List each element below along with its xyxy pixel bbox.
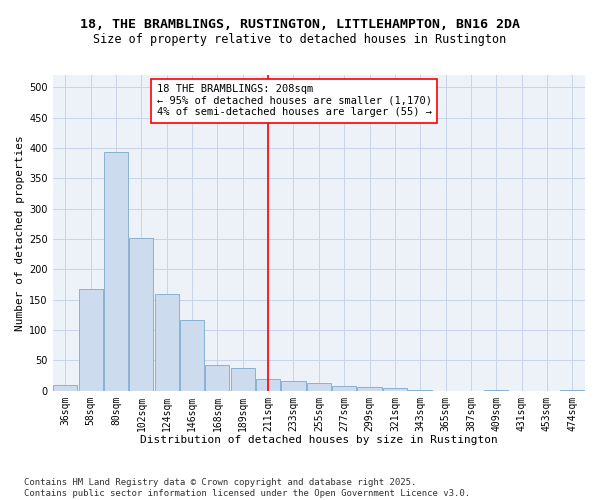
Bar xyxy=(256,379,280,390)
Bar xyxy=(383,388,407,390)
Bar xyxy=(104,152,128,390)
Bar xyxy=(155,294,179,390)
Bar xyxy=(358,387,382,390)
Y-axis label: Number of detached properties: Number of detached properties xyxy=(15,135,25,330)
Text: 18 THE BRAMBLINGS: 208sqm
← 95% of detached houses are smaller (1,170)
4% of sem: 18 THE BRAMBLINGS: 208sqm ← 95% of detac… xyxy=(157,84,431,117)
Text: 18, THE BRAMBLINGS, RUSTINGTON, LITTLEHAMPTON, BN16 2DA: 18, THE BRAMBLINGS, RUSTINGTON, LITTLEHA… xyxy=(80,18,520,30)
Bar xyxy=(53,384,77,390)
X-axis label: Distribution of detached houses by size in Rustington: Distribution of detached houses by size … xyxy=(140,435,498,445)
Bar xyxy=(307,383,331,390)
Bar xyxy=(332,386,356,390)
Bar xyxy=(281,381,305,390)
Bar xyxy=(79,288,103,390)
Bar xyxy=(130,238,154,390)
Bar xyxy=(180,320,204,390)
Text: Size of property relative to detached houses in Rustington: Size of property relative to detached ho… xyxy=(94,32,506,46)
Text: Contains HM Land Registry data © Crown copyright and database right 2025.
Contai: Contains HM Land Registry data © Crown c… xyxy=(24,478,470,498)
Bar xyxy=(231,368,255,390)
Bar xyxy=(205,365,229,390)
